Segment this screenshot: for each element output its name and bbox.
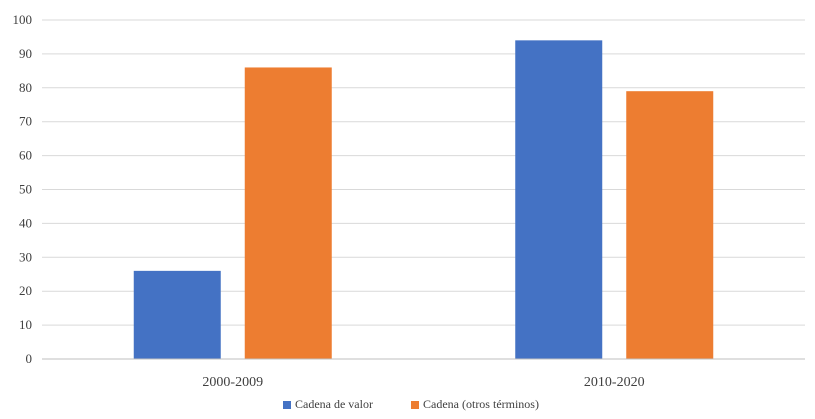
y-tick-label: 80	[19, 80, 32, 95]
y-tick-label: 0	[26, 351, 33, 366]
legend-swatch	[283, 401, 291, 409]
y-tick-label: 30	[19, 249, 32, 264]
x-category-label: 2010-2020	[584, 375, 645, 390]
y-tick-label: 10	[19, 317, 32, 332]
bar-cadena-de-valor-2	[515, 40, 603, 360]
y-tick-label: 40	[19, 215, 32, 230]
legend-swatch	[411, 401, 419, 409]
y-tick-label: 20	[19, 283, 32, 298]
y-tick-label: 100	[13, 12, 33, 27]
bar-cadena-de-valor-1	[133, 270, 221, 359]
legend-label: Cadena (otros términos)	[423, 397, 539, 411]
legend: Cadena de valor Cadena (otros términos)	[283, 397, 539, 411]
y-tick-label: 50	[19, 182, 32, 197]
bars	[133, 40, 714, 360]
y-tick-label: 70	[19, 114, 32, 129]
y-tick-label: 60	[19, 148, 32, 163]
x-category-label: 2000-2009	[202, 375, 263, 390]
bar-cadena-otros-terminos-2	[626, 91, 714, 359]
x-axis-category-labels: 2000-2009 2010-2020	[202, 375, 644, 390]
bar-cadena-otros-terminos-1	[244, 67, 332, 360]
legend-label: Cadena de valor	[295, 397, 373, 411]
y-axis-tick-labels: 0 10 20 30 40 50 60 70 80 90 100	[13, 12, 33, 366]
y-tick-label: 90	[19, 46, 32, 61]
